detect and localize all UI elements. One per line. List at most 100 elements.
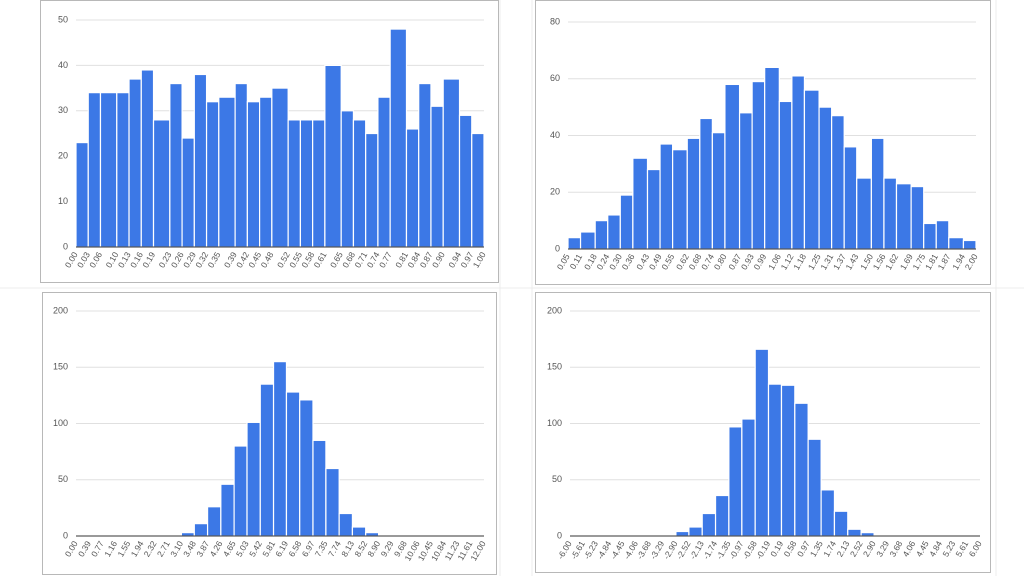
y-tick-label: 0 — [557, 530, 562, 540]
bar — [567, 237, 582, 250]
chart: 050100150200-6.00-5.61-5.23-4.84-4.45-4.… — [547, 305, 984, 561]
y-tick-label: 60 — [550, 73, 560, 83]
bar — [935, 220, 950, 250]
bar — [299, 399, 314, 537]
bar — [442, 78, 461, 248]
bar — [659, 143, 674, 250]
bar — [193, 73, 208, 248]
y-tick-label: 150 — [547, 362, 562, 372]
bar — [741, 418, 756, 537]
y-tick-label: 0 — [555, 243, 560, 253]
bar — [218, 96, 236, 248]
y-tick-label: 200 — [53, 305, 68, 315]
bar — [646, 168, 661, 250]
y-tick-label: 10 — [58, 196, 68, 206]
bar — [948, 237, 965, 250]
y-tick-label: 50 — [58, 474, 68, 484]
bar — [287, 119, 302, 248]
bar — [259, 96, 273, 248]
bar — [780, 384, 796, 537]
y-tick-label: 50 — [552, 474, 562, 484]
bar — [140, 69, 155, 248]
bar — [883, 177, 898, 250]
bar — [206, 506, 222, 537]
bar — [728, 426, 743, 537]
bar — [856, 177, 872, 250]
bar — [714, 494, 730, 537]
y-tick-label: 200 — [547, 305, 562, 315]
y-tick-label: 20 — [550, 187, 560, 197]
bar — [791, 75, 806, 250]
bar — [724, 83, 741, 250]
bar — [299, 119, 314, 248]
y-tick-label: 0 — [63, 530, 68, 540]
y-tick-label: 80 — [550, 16, 560, 26]
bar — [99, 92, 118, 248]
bar — [831, 115, 845, 250]
bar — [820, 489, 836, 537]
bar — [246, 421, 261, 537]
bar — [794, 402, 809, 537]
bar — [233, 445, 248, 537]
bar — [418, 82, 432, 248]
bar — [116, 92, 130, 248]
bar — [377, 96, 391, 248]
bar — [767, 383, 783, 537]
bar — [701, 512, 717, 537]
bar — [843, 146, 858, 250]
bar — [324, 64, 342, 248]
bar — [193, 523, 209, 537]
bar — [672, 149, 688, 250]
y-tick-label: 40 — [58, 60, 68, 70]
bar — [246, 101, 261, 248]
bar — [870, 137, 885, 250]
bar — [340, 110, 355, 248]
bar — [365, 532, 380, 537]
bar — [686, 137, 701, 250]
bar — [923, 222, 937, 250]
bar — [807, 438, 822, 537]
bar — [711, 132, 726, 250]
bar — [180, 532, 195, 537]
bar — [764, 66, 780, 250]
bar — [338, 512, 354, 537]
bar — [860, 532, 875, 537]
y-tick-label: 100 — [53, 418, 68, 428]
bar — [738, 112, 753, 250]
bar — [271, 87, 289, 248]
bar — [285, 391, 301, 537]
chart: 0204060800.050.110.180.240.300.360.430.4… — [550, 16, 980, 271]
bar — [675, 530, 690, 537]
bar — [205, 101, 220, 248]
bar — [895, 183, 912, 250]
y-tick-label: 20 — [58, 151, 68, 161]
y-tick-label: 100 — [547, 418, 562, 428]
bar — [128, 78, 142, 248]
bar — [220, 483, 235, 537]
bar — [962, 239, 977, 250]
bar — [351, 526, 367, 537]
bar — [234, 82, 248, 248]
bar — [579, 231, 596, 250]
bar — [389, 28, 408, 248]
bar — [181, 137, 195, 248]
bar — [607, 214, 621, 250]
bar — [312, 119, 326, 248]
chart: 0501001502000.000.390.771.161.551.942.32… — [53, 305, 488, 562]
bar — [751, 80, 766, 250]
bar — [471, 132, 485, 248]
y-tick-label: 40 — [550, 130, 560, 140]
bar — [75, 141, 89, 248]
bar — [272, 361, 288, 537]
y-tick-label: 150 — [53, 362, 68, 372]
bar — [430, 105, 444, 248]
bar — [87, 92, 102, 248]
bar — [833, 510, 849, 537]
bar — [594, 220, 609, 250]
bar — [910, 185, 925, 250]
bar — [632, 157, 649, 250]
